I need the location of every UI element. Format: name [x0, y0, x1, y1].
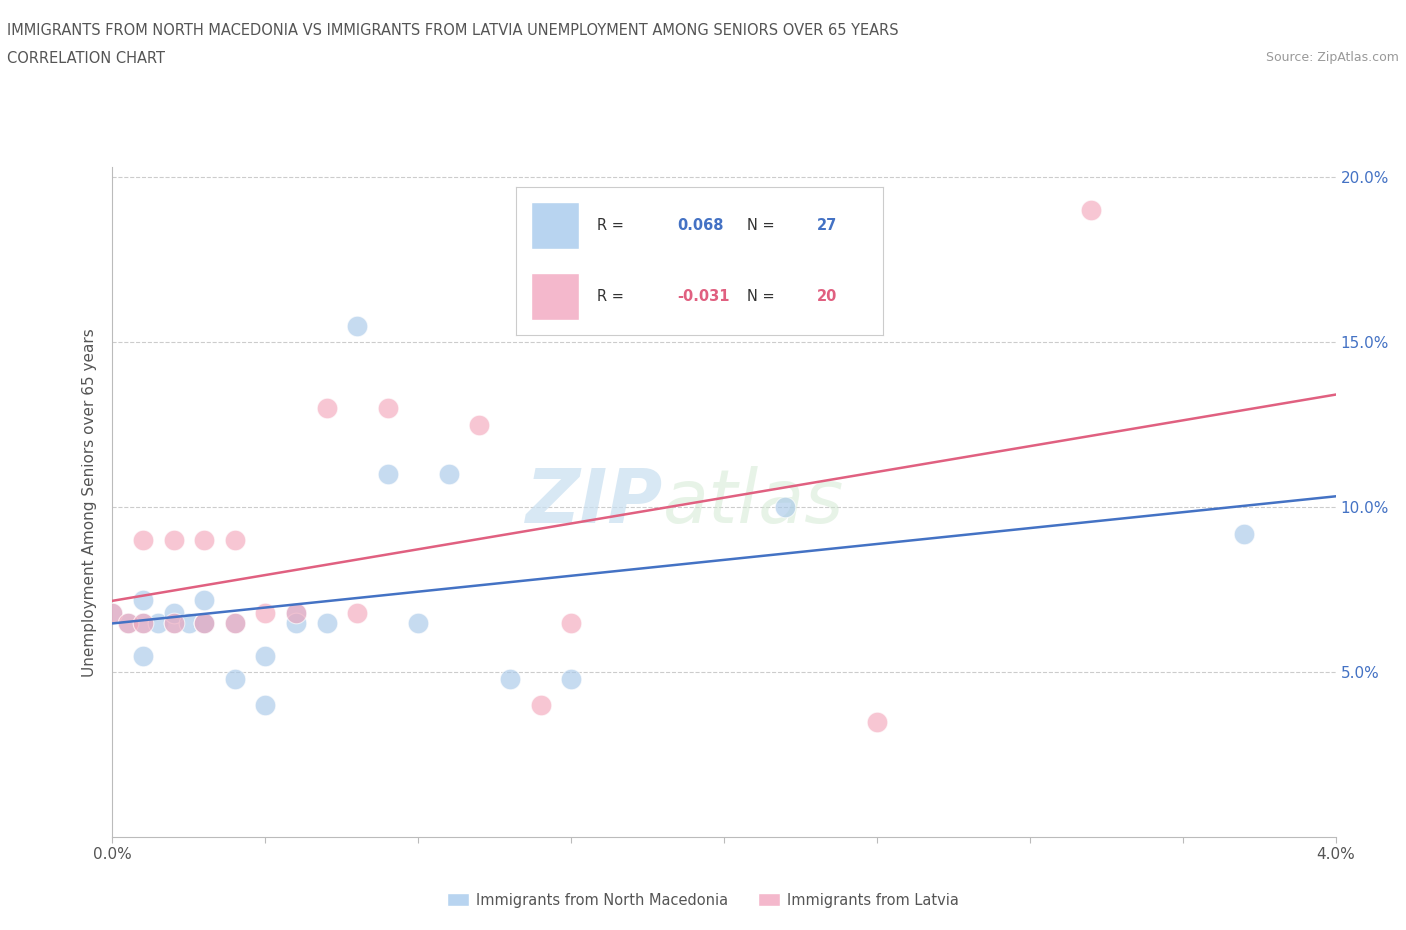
- Point: [132, 615, 155, 630]
- Point: [560, 671, 582, 686]
- Point: [117, 615, 139, 630]
- Point: [193, 615, 215, 630]
- Text: atlas: atlas: [664, 466, 845, 538]
- Text: ZIP: ZIP: [526, 466, 664, 538]
- Point: [1233, 526, 1256, 541]
- Point: [193, 592, 215, 607]
- Point: [315, 615, 337, 630]
- Point: [1080, 203, 1102, 218]
- Point: [254, 605, 277, 620]
- Point: [177, 615, 200, 630]
- Point: [163, 605, 186, 620]
- Point: [315, 401, 337, 416]
- Point: [346, 605, 368, 620]
- Point: [224, 615, 246, 630]
- Point: [499, 671, 522, 686]
- Text: IMMIGRANTS FROM NORTH MACEDONIA VS IMMIGRANTS FROM LATVIA UNEMPLOYMENT AMONG SEN: IMMIGRANTS FROM NORTH MACEDONIA VS IMMIG…: [7, 23, 898, 38]
- Point: [224, 671, 246, 686]
- Point: [148, 615, 170, 630]
- Point: [284, 605, 308, 620]
- Point: [773, 499, 796, 514]
- Point: [254, 648, 277, 663]
- Point: [163, 615, 186, 630]
- Point: [529, 698, 551, 712]
- Point: [468, 418, 491, 432]
- Point: [284, 605, 308, 620]
- Point: [193, 533, 215, 548]
- Point: [193, 615, 215, 630]
- Point: [132, 533, 155, 548]
- Y-axis label: Unemployment Among Seniors over 65 years: Unemployment Among Seniors over 65 years: [82, 328, 97, 677]
- Point: [101, 605, 124, 620]
- Point: [437, 467, 460, 482]
- Point: [254, 698, 277, 712]
- Point: [377, 467, 399, 482]
- Point: [132, 615, 155, 630]
- Point: [377, 401, 399, 416]
- Point: [224, 533, 246, 548]
- Point: [560, 615, 582, 630]
- Point: [132, 648, 155, 663]
- Point: [163, 615, 186, 630]
- Point: [101, 605, 124, 620]
- Text: Source: ZipAtlas.com: Source: ZipAtlas.com: [1265, 51, 1399, 64]
- Point: [408, 615, 430, 630]
- Text: CORRELATION CHART: CORRELATION CHART: [7, 51, 165, 66]
- Point: [284, 615, 308, 630]
- Point: [224, 615, 246, 630]
- Point: [866, 714, 889, 729]
- Legend: Immigrants from North Macedonia, Immigrants from Latvia: Immigrants from North Macedonia, Immigra…: [441, 886, 965, 913]
- Point: [132, 592, 155, 607]
- Point: [163, 533, 186, 548]
- Point: [346, 318, 368, 333]
- Point: [193, 615, 215, 630]
- Point: [117, 615, 139, 630]
